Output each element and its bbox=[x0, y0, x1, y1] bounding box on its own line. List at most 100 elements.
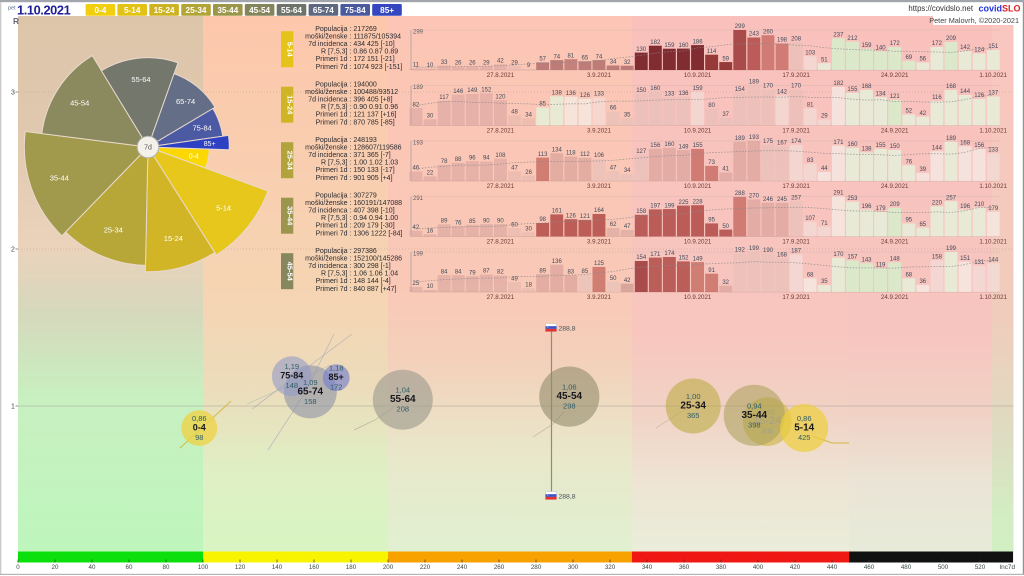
svg-text:: 0.86 0.87 0.89: : 0.86 0.87 0.89 bbox=[350, 49, 399, 56]
svg-text:120: 120 bbox=[495, 94, 506, 100]
svg-text:151: 151 bbox=[988, 44, 999, 50]
svg-text:0,86: 0,86 bbox=[797, 414, 812, 423]
svg-text:Primeri 1d: Primeri 1d bbox=[316, 223, 348, 230]
svg-text:136: 136 bbox=[678, 91, 689, 97]
svg-text:288,8: 288,8 bbox=[559, 326, 576, 333]
svg-text:15-24: 15-24 bbox=[753, 415, 781, 427]
svg-text:7d incidenca: 7d incidenca bbox=[308, 41, 347, 48]
svg-text:: 1306 1222 [-84]: : 1306 1222 [-84] bbox=[350, 230, 403, 237]
svg-text:7d incidenca: 7d incidenca bbox=[308, 208, 347, 215]
svg-text:126: 126 bbox=[580, 93, 591, 99]
svg-text:1,18: 1,18 bbox=[329, 364, 344, 373]
svg-text:197: 197 bbox=[650, 204, 661, 210]
svg-text:175: 175 bbox=[763, 139, 774, 145]
svg-text:260: 260 bbox=[494, 564, 505, 571]
svg-text:199: 199 bbox=[749, 246, 760, 252]
svg-text:90: 90 bbox=[483, 218, 490, 224]
svg-text:237: 237 bbox=[833, 33, 844, 39]
svg-text:172: 172 bbox=[330, 383, 343, 392]
svg-text:152: 152 bbox=[678, 256, 689, 262]
svg-text:65: 65 bbox=[582, 56, 589, 62]
svg-text:27.8.2021: 27.8.2021 bbox=[487, 72, 515, 79]
svg-text:covid: covid bbox=[978, 4, 1002, 14]
svg-text:298: 298 bbox=[563, 402, 576, 411]
svg-text:155: 155 bbox=[876, 143, 887, 149]
svg-text:: 0.94 0.94 1.00: : 0.94 0.94 1.00 bbox=[350, 215, 399, 222]
svg-text:398: 398 bbox=[748, 420, 761, 429]
svg-text:440: 440 bbox=[827, 564, 838, 571]
svg-text:500: 500 bbox=[938, 564, 949, 571]
svg-text:81: 81 bbox=[807, 103, 814, 109]
svg-text:136: 136 bbox=[552, 259, 563, 265]
svg-text:26: 26 bbox=[455, 61, 462, 67]
svg-text:24.9.2021: 24.9.2021 bbox=[881, 128, 909, 135]
svg-text:1,00: 1,00 bbox=[686, 392, 701, 401]
svg-text:94: 94 bbox=[483, 156, 490, 162]
svg-text:299: 299 bbox=[735, 24, 746, 30]
svg-text:246: 246 bbox=[763, 197, 774, 203]
svg-text:154: 154 bbox=[636, 255, 647, 261]
svg-text:5-14: 5-14 bbox=[286, 42, 295, 58]
svg-text:: 1.00 1.02 1.03: : 1.00 1.02 1.03 bbox=[350, 160, 399, 167]
svg-text:1.10.2021: 1.10.2021 bbox=[979, 72, 1007, 79]
svg-text:253: 253 bbox=[847, 196, 858, 202]
svg-text:193: 193 bbox=[413, 141, 424, 147]
svg-text:https://covidslo.net: https://covidslo.net bbox=[908, 4, 973, 13]
svg-text:: 901 905 [+4]: : 901 905 [+4] bbox=[350, 175, 393, 182]
svg-text:0-4: 0-4 bbox=[94, 6, 106, 15]
svg-text:35-44: 35-44 bbox=[217, 6, 238, 15]
svg-text:: 217269: : 217269 bbox=[350, 26, 377, 33]
svg-text:151: 151 bbox=[960, 256, 971, 262]
svg-text:133: 133 bbox=[664, 92, 675, 98]
svg-text:95: 95 bbox=[905, 218, 912, 224]
svg-text:187: 187 bbox=[791, 249, 802, 255]
svg-text:85: 85 bbox=[469, 219, 476, 225]
svg-text:45-54: 45-54 bbox=[249, 6, 270, 15]
svg-text:50: 50 bbox=[610, 276, 617, 282]
svg-text:133: 133 bbox=[594, 92, 605, 98]
svg-text:158: 158 bbox=[932, 254, 943, 260]
svg-text:: 100488/93512: : 100488/93512 bbox=[350, 89, 399, 96]
svg-text:R [7,5,3]: R [7,5,3] bbox=[321, 49, 348, 56]
svg-text:157: 157 bbox=[847, 255, 858, 261]
svg-text:Populacija: Populacija bbox=[315, 81, 347, 88]
svg-text:76: 76 bbox=[455, 220, 462, 226]
svg-text:0: 0 bbox=[16, 564, 20, 571]
svg-text:0,90: 0,90 bbox=[760, 408, 775, 417]
svg-text:R [7,5,3]: R [7,5,3] bbox=[321, 271, 348, 278]
svg-text:: 111875/105394: : 111875/105394 bbox=[350, 33, 402, 40]
svg-text:: 121 137 [+16]: : 121 137 [+16] bbox=[350, 112, 397, 119]
svg-text:0-4: 0-4 bbox=[189, 154, 199, 161]
svg-text:420: 420 bbox=[790, 564, 801, 571]
svg-text:35-44: 35-44 bbox=[50, 174, 69, 183]
svg-text:121: 121 bbox=[890, 94, 901, 100]
svg-text:167: 167 bbox=[777, 141, 788, 147]
svg-text:85: 85 bbox=[582, 269, 589, 275]
svg-text:198: 198 bbox=[777, 38, 788, 44]
svg-text:R [7,5,3]: R [7,5,3] bbox=[321, 215, 348, 222]
svg-text:82: 82 bbox=[497, 270, 504, 276]
svg-text:130: 130 bbox=[636, 47, 647, 53]
svg-text:55-64: 55-64 bbox=[390, 394, 416, 405]
svg-text:66: 66 bbox=[610, 106, 617, 112]
svg-text:98: 98 bbox=[195, 433, 203, 442]
svg-text:11: 11 bbox=[413, 63, 420, 69]
svg-text:168: 168 bbox=[960, 140, 971, 146]
svg-text:131: 131 bbox=[974, 260, 985, 266]
svg-text:Peter Malovrh, ©2020-2021: Peter Malovrh, ©2020-2021 bbox=[929, 16, 1019, 25]
svg-text:25-34: 25-34 bbox=[680, 401, 706, 412]
svg-text:108: 108 bbox=[495, 153, 506, 159]
svg-text:257: 257 bbox=[791, 195, 802, 201]
svg-text:3: 3 bbox=[11, 90, 15, 97]
svg-text:15-24: 15-24 bbox=[286, 95, 295, 115]
svg-text:196: 196 bbox=[960, 204, 971, 210]
svg-text:168: 168 bbox=[946, 84, 957, 90]
svg-text:121: 121 bbox=[580, 214, 591, 220]
svg-text:98: 98 bbox=[539, 217, 546, 223]
svg-text:59: 59 bbox=[722, 56, 729, 62]
svg-text:27.8.2021: 27.8.2021 bbox=[487, 239, 515, 246]
svg-text:15-24: 15-24 bbox=[164, 234, 183, 243]
svg-text:172: 172 bbox=[932, 41, 943, 47]
svg-text:155: 155 bbox=[847, 87, 858, 93]
svg-text:200: 200 bbox=[383, 564, 394, 571]
